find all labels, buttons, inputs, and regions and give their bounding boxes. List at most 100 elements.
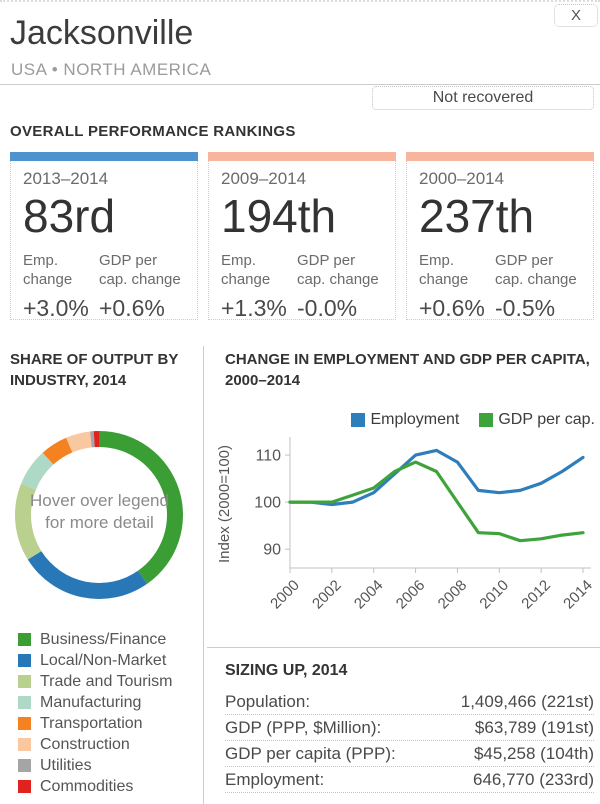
donut-slice[interactable] bbox=[90, 431, 95, 448]
donut-slice[interactable] bbox=[15, 483, 42, 560]
legend-swatch-icon bbox=[18, 717, 31, 730]
x-tick-label: 2004 bbox=[351, 577, 387, 613]
page-title: Jacksonville bbox=[10, 14, 194, 52]
card-period: 2000–2014 bbox=[419, 169, 505, 188]
line-chart-legend: Employment GDP per cap. bbox=[351, 411, 595, 429]
ranking-cards-row: 2013–2014 83rd Emp. change +3.0% GDP per cap… bbox=[10, 152, 594, 322]
card-metrics: Emp. change +3.0% GDP per cap. change +0.6% bbox=[23, 252, 185, 322]
x-tick-label: 2002 bbox=[309, 577, 345, 613]
close-button[interactable]: X bbox=[554, 4, 598, 27]
donut-slice[interactable] bbox=[27, 551, 148, 599]
legend-label: Construction bbox=[40, 735, 130, 753]
emp-change-label: Emp. change bbox=[221, 251, 271, 288]
series-legend-item: GDP per cap. bbox=[479, 411, 595, 429]
legend-label: Trade and Tourism bbox=[40, 672, 173, 690]
x-tick-label: 2012 bbox=[518, 577, 554, 613]
legend-swatch-icon bbox=[18, 759, 31, 772]
gdp-change-value: +0.6% bbox=[99, 294, 165, 321]
donut-slice[interactable] bbox=[21, 452, 54, 490]
industry-legend-item[interactable]: Business/Finance bbox=[18, 629, 173, 650]
industry-legend-item[interactable]: Trade and Tourism bbox=[18, 671, 173, 692]
card-accent-bar bbox=[208, 152, 396, 161]
series-swatch-icon bbox=[351, 413, 366, 427]
sizing-row-label: GDP per capita (PPP): bbox=[225, 743, 396, 763]
sizing-divider bbox=[207, 647, 600, 648]
industry-legend-item[interactable]: Local/Non-Market bbox=[18, 650, 173, 671]
series-legend-item: Employment bbox=[351, 411, 459, 429]
y-axis-label: Index (2000=100) bbox=[216, 445, 233, 563]
gdp-change-column: GDP per cap. change -0.0% bbox=[297, 252, 383, 322]
sizing-row-value: 646,770 (233rd) bbox=[473, 769, 594, 789]
sizing-row-value: 1,409,466 (221st) bbox=[460, 691, 594, 711]
series-line bbox=[288, 448, 585, 507]
legend-swatch-icon bbox=[18, 633, 31, 646]
emp-change-label: Emp. change bbox=[419, 251, 469, 288]
card-rank: 237th bbox=[419, 190, 535, 242]
x-tick-label: 2014 bbox=[560, 577, 596, 613]
card-period: 2013–2014 bbox=[23, 169, 109, 188]
card-body: 2000–2014 237th Emp. change +0.6% GDP per ca… bbox=[406, 161, 594, 321]
sizing-row-label: GDP (PPP, $Million): bbox=[225, 717, 382, 737]
industry-legend-item[interactable]: Construction bbox=[18, 734, 173, 755]
sizing-row-value: $45,258 (104th) bbox=[473, 743, 594, 763]
industry-legend-item[interactable]: Transportation bbox=[18, 713, 173, 734]
gdp-change-column: GDP per cap. change +0.6% bbox=[99, 252, 185, 322]
card-rank: 194th bbox=[221, 190, 337, 242]
sizing-row-value: $63,789 (191st) bbox=[474, 717, 594, 737]
gdp-change-label: GDP per cap. change bbox=[495, 251, 577, 288]
sizing-row-label: Employment: bbox=[225, 769, 325, 789]
sizing-row: GDP per capita (PPP): $45,258 (104th) bbox=[225, 741, 594, 767]
x-tick-label: 2010 bbox=[476, 577, 512, 613]
emp-change-label: Emp. change bbox=[23, 251, 73, 288]
card-rank: 83rd bbox=[23, 190, 116, 242]
gdp-change-label: GDP per cap. change bbox=[99, 251, 181, 288]
donut-slice[interactable] bbox=[93, 431, 99, 448]
sizing-row: Population: 1,409,466 (221st) bbox=[225, 689, 594, 715]
gdp-change-value: -0.5% bbox=[495, 294, 556, 321]
column-divider bbox=[203, 346, 204, 804]
sizing-table: Population: 1,409,466 (221st) GDP (PPP, $M… bbox=[225, 689, 594, 793]
emp-change-value: +3.0% bbox=[23, 294, 89, 321]
share-section-title: SHARE OF OUTPUT BY INDUSTRY, 2014 bbox=[10, 351, 179, 389]
card-body: 2013–2014 83rd Emp. change +3.0% GDP per cap… bbox=[10, 161, 198, 322]
legend-label: Manufacturing bbox=[40, 693, 142, 711]
employment-gdp-line-chart: 90 100 110 2000 2002 2004 2006 2008 2010 2012 2014… bbox=[216, 437, 596, 613]
y-tick-label: 110 bbox=[255, 448, 281, 465]
legend-label: Commodities bbox=[40, 777, 134, 795]
legend-label: Business/Finance bbox=[40, 630, 167, 648]
card-accent-bar bbox=[10, 152, 198, 161]
x-tick-label: 2000 bbox=[267, 577, 303, 613]
legend-swatch-icon bbox=[18, 780, 31, 793]
emp-change-column: Emp. change +3.0% bbox=[23, 252, 99, 322]
sizing-row: GDP (PPP, $Million): $63,789 (191st) bbox=[225, 715, 594, 741]
legend-swatch-icon bbox=[18, 738, 31, 751]
y-tick-label: 90 bbox=[263, 542, 281, 559]
industry-legend-item[interactable]: Utilities bbox=[18, 755, 173, 776]
donut-slice[interactable] bbox=[42, 437, 73, 465]
rankings-section-title: OVERALL PERFORMANCE RANKINGS bbox=[10, 123, 296, 140]
employment-section-title: CHANGE IN EMPLOYMENT AND GDP PER CAPITA,… bbox=[225, 351, 590, 389]
gdp-change-label: GDP per cap. change bbox=[297, 251, 379, 288]
x-tick-label: 2006 bbox=[393, 577, 429, 613]
donut-slice[interactable] bbox=[99, 431, 184, 584]
emp-change-value: +0.6% bbox=[419, 294, 485, 321]
card-accent-bar bbox=[406, 152, 594, 161]
industry-legend-item[interactable]: Commodities bbox=[18, 776, 173, 797]
industry-donut-chart[interactable] bbox=[4, 420, 194, 610]
legend-label: Utilities bbox=[40, 756, 92, 774]
series-swatch-icon bbox=[479, 413, 494, 427]
sizing-section-title: SIZING UP, 2014 bbox=[225, 662, 348, 679]
ranking-card: 2000–2014 237th Emp. change +0.6% GDP per ca… bbox=[406, 152, 594, 321]
donut-slice[interactable] bbox=[66, 431, 92, 453]
industry-legend-item[interactable]: Manufacturing bbox=[18, 692, 173, 713]
ranking-card: 2013–2014 83rd Emp. change +3.0% GDP per cap… bbox=[10, 152, 198, 322]
sizing-row-label: Population: bbox=[225, 691, 311, 711]
recovery-status-badge: Not recovered bbox=[372, 86, 594, 110]
legend-swatch-icon bbox=[18, 696, 31, 709]
sizing-row: Employment: 646,770 (233rd) bbox=[225, 767, 594, 793]
series-label: Employment bbox=[370, 411, 460, 428]
gdp-change-value: -0.0% bbox=[297, 294, 358, 321]
ranking-card: 2009–2014 194th Emp. change +1.3% GDP per ca… bbox=[208, 152, 396, 322]
card-period: 2009–2014 bbox=[221, 169, 307, 188]
